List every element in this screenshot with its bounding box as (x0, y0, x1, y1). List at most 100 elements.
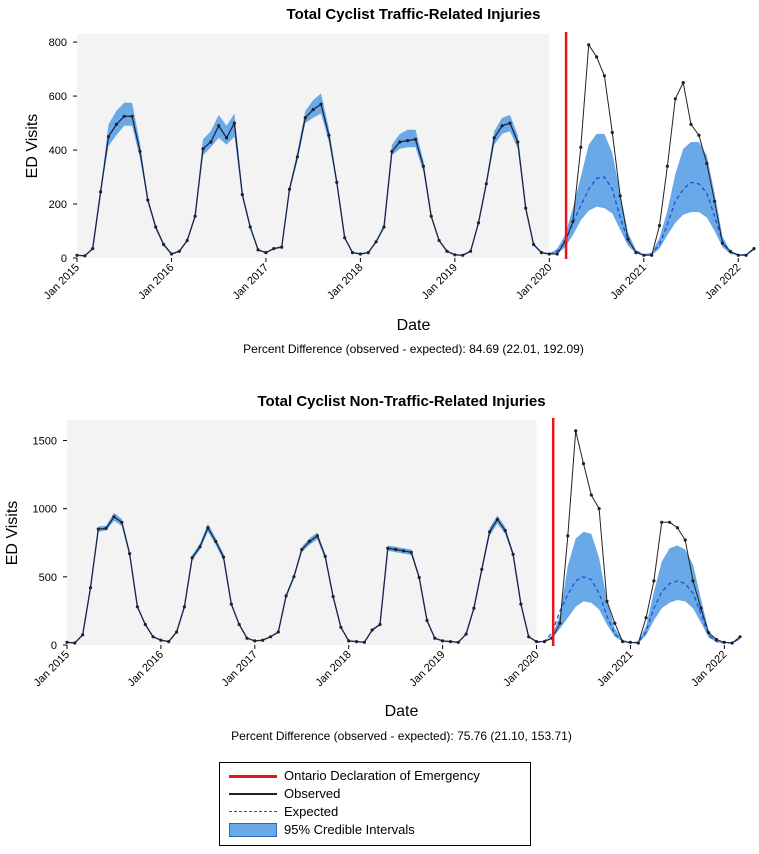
observed-point (595, 55, 599, 59)
observed-point (730, 641, 734, 645)
x-tick-label: Jan 2019 (407, 649, 447, 689)
observed-point (673, 97, 677, 101)
observed-point (284, 594, 288, 598)
observed-point (323, 554, 327, 559)
y-tick-label: 800 (49, 37, 67, 49)
observed-point (668, 520, 672, 524)
observed-point (138, 149, 142, 153)
observed-point (401, 549, 406, 553)
observed-point (214, 539, 218, 544)
ci-band (77, 93, 754, 256)
observed-point (354, 640, 359, 644)
observed-point (547, 252, 551, 256)
observed-point (378, 622, 382, 627)
observed-point (697, 133, 701, 137)
x-tick-label: Jan 2017 (231, 262, 271, 302)
observed-point (169, 252, 174, 256)
x-axis-label: Date (397, 317, 431, 334)
observed-point (621, 640, 625, 644)
observed-point (319, 102, 323, 106)
percent-difference-note: Percent Difference (observed - expected)… (243, 342, 584, 356)
x-tick-label: Jan 2018 (325, 262, 365, 302)
observed-point (406, 139, 410, 143)
legend-swatch-ci (229, 823, 277, 837)
observed-point (453, 253, 457, 257)
observed-point (610, 130, 614, 135)
observed-point (83, 254, 87, 258)
legend-item-observed: Observed (220, 785, 530, 803)
legend-label-expected: Expected (284, 804, 339, 819)
legend-item-expected: Expected (220, 803, 530, 821)
observed-point (167, 640, 171, 644)
observed-point (151, 635, 155, 639)
observed-point (417, 575, 421, 580)
observed-point (744, 253, 748, 257)
observed-point (720, 241, 725, 245)
x-tick-label: Jan 2019 (419, 262, 459, 302)
observed-point (104, 526, 108, 531)
observed-point (542, 640, 547, 644)
observed-point (303, 116, 307, 120)
observed-point (752, 247, 756, 251)
x-tick-label: Jan 2021 (595, 649, 635, 689)
observed-point (358, 252, 362, 256)
observed-point (327, 133, 331, 137)
observed-point (456, 640, 460, 644)
observed-point (237, 622, 241, 627)
observed-point (421, 164, 425, 168)
observed-point (433, 636, 437, 640)
observed-point (602, 74, 607, 78)
observed-point (295, 155, 299, 159)
observed-point (366, 251, 370, 255)
observed-point (268, 635, 273, 639)
chart-traffic: Total Cyclist Traffic-Related Injuries 0 2… (24, 6, 756, 356)
observed-point (566, 534, 570, 538)
chart-title: Total Cyclist Non-Traffic-Related Injuri… (257, 393, 545, 410)
observed-point (347, 639, 351, 643)
observed-point (96, 527, 100, 531)
observed-point (272, 247, 276, 251)
y-tick-label: 1000 (33, 504, 57, 516)
observed-point (503, 528, 507, 533)
y-axis-label: ED Visits (4, 501, 21, 566)
legend-label-ci: 95% Credible Intervals (284, 822, 415, 837)
x-tick-label: Jan 2016 (126, 649, 166, 689)
observed-point (201, 147, 205, 151)
observed-point (292, 575, 296, 579)
x-tick-label: Jan 2021 (608, 262, 648, 302)
observed-point (120, 520, 124, 524)
legend-label-observed: Observed (284, 786, 341, 801)
observed-point (469, 249, 473, 253)
observed-point (713, 199, 717, 203)
ci-band (67, 512, 740, 644)
observed-point (495, 517, 499, 522)
observed-point (634, 251, 638, 255)
observed-point (88, 586, 93, 590)
chart-non-traffic: Total Cyclist Non-Traffic-Related Injuri… (4, 393, 742, 743)
observed-point (660, 520, 664, 524)
observed-point (480, 567, 484, 571)
observed-point (476, 221, 481, 225)
y-tick-label: 1500 (33, 435, 57, 447)
observed-point (221, 555, 226, 559)
observed-point (683, 538, 687, 542)
observed-point (146, 198, 150, 202)
legend-swatch-emergency (229, 775, 277, 778)
observed-point (81, 633, 85, 637)
chart-title: Total Cyclist Traffic-Related Injuries (287, 6, 541, 23)
observed-point (464, 632, 468, 636)
observed-point (91, 247, 95, 251)
observed-point (185, 238, 189, 243)
observed-point (193, 214, 197, 218)
x-tick-label: Jan 2017 (219, 649, 259, 689)
observed-point (106, 135, 111, 139)
observed-point (519, 602, 523, 606)
observed-point (736, 253, 740, 257)
observed-point (65, 640, 69, 644)
observed-point (217, 124, 221, 128)
observed-point (618, 194, 622, 198)
observed-point (699, 606, 703, 610)
observed-point (722, 640, 726, 644)
observed-point (128, 552, 132, 556)
observed-point (445, 249, 449, 253)
